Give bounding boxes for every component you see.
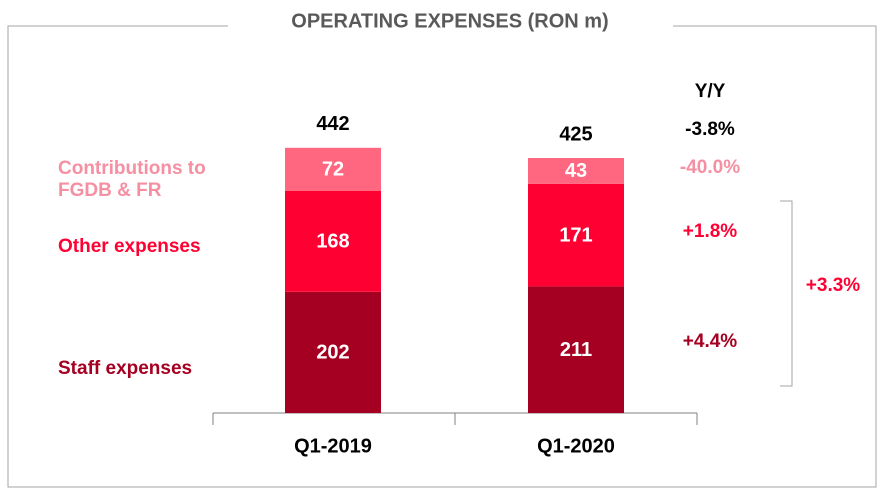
value-label: 202 [316, 342, 349, 364]
legend-label: Contributions to FGDB & FR [58, 158, 206, 202]
bar-segment [285, 291, 381, 413]
total-label: 425 [559, 123, 592, 145]
value-label: 72 [322, 159, 344, 181]
change-header: Y/Y [695, 81, 726, 102]
bar-segment [285, 191, 381, 292]
value-label: 43 [565, 160, 587, 182]
bar-segment [528, 183, 624, 287]
bracket [780, 200, 793, 387]
bar-segment [285, 147, 381, 191]
change-label: +4.4% [683, 331, 738, 352]
x-tick-label: Q1-2019 [294, 435, 372, 457]
value-label: 171 [559, 224, 592, 246]
total-label: 442 [316, 113, 349, 135]
chart-title: OPERATING EXPENSES (RON m) [291, 10, 608, 32]
legend-label: Staff expenses [58, 358, 193, 380]
change-label: +1.8% [683, 221, 738, 242]
value-label: 211 [560, 339, 592, 361]
combined-change: +3.3% [806, 275, 861, 296]
total-change: -3.8% [685, 119, 735, 140]
legend-label: Other expenses [58, 236, 201, 258]
change-label: -40.0% [680, 157, 740, 178]
x-tick-label: Q1-2020 [537, 435, 615, 457]
value-label: 168 [316, 231, 349, 253]
title-backdrop [228, 10, 673, 38]
bar-segment [528, 158, 624, 184]
bar-segment [528, 286, 624, 413]
